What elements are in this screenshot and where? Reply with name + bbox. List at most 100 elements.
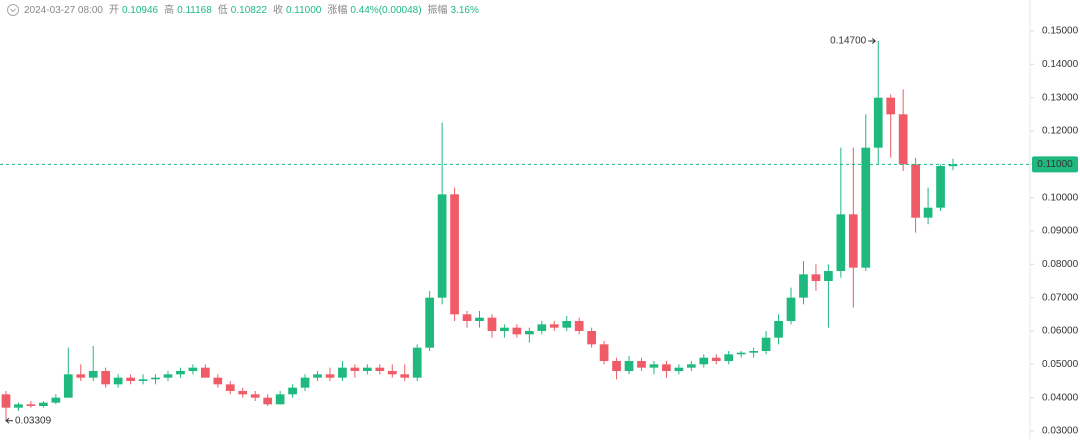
candle-body (637, 361, 646, 368)
candle-body (786, 297, 796, 321)
collapse-chevron (10, 8, 16, 13)
info-value: 0.11168 (177, 5, 212, 16)
current-price-label: 0.11000 (1037, 159, 1073, 170)
max-label: 0.14700 (830, 36, 867, 47)
info-label: 振幅 (428, 3, 448, 16)
candle-body (824, 271, 833, 281)
candle-body (948, 164, 958, 167)
candle-body (487, 317, 497, 331)
candle-body (176, 371, 185, 375)
candle-body (350, 367, 360, 371)
candle-body (39, 402, 48, 406)
y-tick-label: 0.15000 (1042, 26, 1079, 37)
info-label: 开 (109, 5, 119, 16)
candle-body (662, 364, 671, 371)
candle-body (848, 214, 858, 268)
candle-body (475, 317, 484, 321)
candle-body (250, 394, 260, 398)
candle-body (412, 347, 422, 378)
candle-body (923, 207, 933, 218)
info-value: 0.11000 (286, 5, 322, 16)
candle-body (911, 164, 920, 218)
candle-body (873, 97, 883, 148)
candle-body (749, 351, 758, 353)
candle-body (263, 397, 273, 405)
y-tick-label: 0.13000 (1042, 92, 1079, 103)
collapse-icon[interactable] (7, 4, 19, 16)
candle-body (649, 364, 659, 368)
candle-body (524, 331, 534, 335)
candle-body (313, 374, 322, 378)
candle-body (711, 357, 721, 361)
min-label: 0.03309 (15, 415, 52, 426)
candle-body (400, 374, 410, 378)
current-price-badge (1032, 156, 1078, 173)
candle-body (462, 314, 472, 321)
candle-body (886, 97, 896, 115)
candle-body (562, 321, 572, 328)
candle-body (587, 331, 597, 345)
y-tick-label: 0.03000 (1042, 426, 1079, 437)
candle-body (898, 114, 908, 165)
max-arrow (868, 38, 877, 44)
candle-body (225, 384, 235, 391)
header: 2024-03-27 08:00 开 0.10946 高 0.11168 低 0.10822… (7, 3, 479, 16)
y-tick-label: 0.05000 (1042, 359, 1079, 370)
y-tick-label: 0.07000 (1042, 292, 1079, 303)
candle-body (500, 327, 509, 331)
candle-body (138, 379, 148, 381)
header-info: 2024-03-27 08:00 开 0.10946 高 0.11168 低 0.10822… (24, 3, 479, 16)
candle-body (574, 321, 584, 331)
y-tick-label: 0.10000 (1042, 192, 1079, 203)
y-tick-label: 0.04000 (1042, 392, 1079, 403)
y-tick-label: 0.12000 (1042, 126, 1079, 137)
candle-body (861, 147, 871, 268)
candle-body (599, 344, 609, 361)
candle-body (113, 377, 123, 385)
y-tick-label: 0.08000 (1042, 259, 1079, 270)
candle-body (126, 377, 135, 381)
candle-body (362, 367, 372, 371)
candle-body (799, 274, 808, 298)
time: 2024-03-27 08:00 (24, 5, 103, 16)
candle-body (624, 361, 634, 371)
candle-body (761, 337, 771, 351)
candle-body (612, 361, 621, 371)
candle-body (151, 377, 160, 380)
min-arrow (5, 417, 13, 424)
candle-body (811, 274, 821, 281)
candle-body (101, 371, 111, 385)
candle-body (450, 194, 459, 315)
y-tick-label: 0.14000 (1042, 59, 1079, 70)
candle-body (1, 394, 11, 408)
info-value: 0.10822 (231, 5, 268, 16)
candle-body (288, 387, 297, 395)
y-tick-label: 0.09000 (1042, 226, 1079, 237)
candle-body (437, 194, 447, 298)
candle-body (88, 371, 98, 378)
info-label: 高 (164, 3, 174, 16)
candle-body (275, 394, 285, 405)
info-label: 收 (273, 3, 283, 16)
candle-body (425, 297, 435, 348)
candle-body (51, 397, 61, 403)
info-label: 涨幅 (327, 3, 347, 16)
candle-body (26, 404, 36, 406)
candle-body (201, 367, 210, 378)
info-value: 0.10946 (122, 5, 159, 16)
candle-body (549, 324, 559, 328)
candle-body (375, 367, 385, 371)
candle-body (188, 367, 198, 371)
candle-body (63, 374, 73, 398)
candle-body (686, 364, 696, 368)
candle-body (163, 374, 173, 378)
y-tick-label: 0.06000 (1042, 326, 1079, 337)
candle-body (238, 391, 248, 395)
candle-body (387, 371, 397, 375)
candle-body (213, 377, 223, 385)
candle-body (325, 374, 335, 378)
candle-body (674, 367, 684, 371)
candle-body (338, 367, 347, 378)
candle-body (300, 377, 310, 388)
